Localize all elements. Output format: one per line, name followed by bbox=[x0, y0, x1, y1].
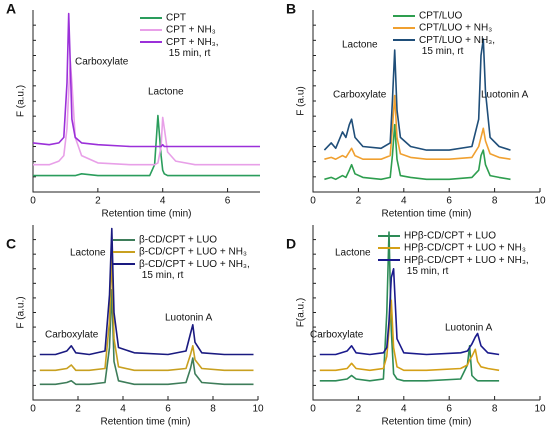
x-tick-label: 0 bbox=[30, 196, 36, 207]
panel-label: B bbox=[286, 1, 296, 17]
series-line bbox=[33, 114, 260, 177]
x-axis-label: Retention time (min) bbox=[381, 417, 471, 428]
panel-label: C bbox=[6, 236, 16, 252]
series-line bbox=[39, 227, 254, 356]
x-axis-label: Retention time (min) bbox=[101, 209, 191, 220]
x-tick-label: 2 bbox=[75, 404, 81, 415]
x-tick-label: 4 bbox=[401, 404, 407, 415]
x-tick-label: 2 bbox=[356, 404, 362, 415]
series-line bbox=[33, 60, 260, 166]
x-tick-label: 6 bbox=[446, 196, 452, 207]
y-axis-label: F (a.u) bbox=[296, 86, 307, 115]
x-tick-label: 8 bbox=[492, 404, 498, 415]
x-axis-label: Retention time (min) bbox=[100, 417, 190, 428]
x-tick-label: 6 bbox=[225, 196, 231, 207]
annotation: Lactone bbox=[70, 248, 106, 259]
series-line bbox=[324, 94, 511, 160]
x-tick-label: 6 bbox=[165, 404, 171, 415]
legend-label: CPT/LUO + NH₃, 15 min, rt bbox=[419, 35, 495, 57]
x-tick-label: 4 bbox=[160, 196, 166, 207]
x-tick-label: 10 bbox=[534, 196, 546, 207]
legend-label: β-CD/CPT + LUO + NH₃, 15 min, rt bbox=[139, 259, 250, 281]
legend-label: HPβ-CD/CPT + LUO bbox=[404, 231, 496, 242]
annotation: Luotonin A bbox=[165, 313, 213, 324]
annotation: Lactone bbox=[335, 248, 371, 259]
legend-label: CPT + NH₃, 15 min, rt bbox=[166, 37, 219, 59]
x-axis-label: Retention time (min) bbox=[381, 209, 471, 220]
annotation: Lactone bbox=[342, 40, 378, 51]
x-tick-label: 0 bbox=[310, 196, 316, 207]
x-tick-label: 6 bbox=[446, 404, 452, 415]
annotation: Carboxylate bbox=[45, 330, 99, 341]
x-tick-label: 0 bbox=[30, 404, 36, 415]
series-line bbox=[32, 12, 260, 148]
y-axis-label: F (a.u.) bbox=[16, 85, 27, 117]
panel-label: D bbox=[286, 236, 296, 252]
annotation: Luotonin A bbox=[445, 323, 493, 334]
x-tick-label: 8 bbox=[492, 196, 498, 207]
legend-label: CPT bbox=[166, 13, 186, 24]
legend-label: β-CD/CPT + LUO bbox=[139, 235, 217, 246]
legend-label: CPT + NH₃ bbox=[166, 25, 216, 36]
annotation: Carboxylate bbox=[333, 90, 387, 101]
series-line bbox=[39, 289, 254, 386]
series-line bbox=[319, 299, 500, 372]
legend-label: CPT/LUO bbox=[419, 11, 463, 22]
series-line bbox=[323, 38, 511, 151]
annotation: Lactone bbox=[148, 87, 184, 98]
series-line bbox=[319, 268, 500, 356]
x-tick-label: 10 bbox=[534, 404, 546, 415]
annotation: Carboxylate bbox=[75, 57, 129, 68]
annotation: Carboxylate bbox=[310, 330, 364, 341]
series-line bbox=[319, 231, 500, 382]
x-tick-label: 2 bbox=[356, 196, 362, 207]
y-axis-label: F(a.u.) bbox=[296, 298, 307, 327]
x-tick-label: 4 bbox=[120, 404, 126, 415]
y-axis-label: F (a.u.) bbox=[16, 296, 27, 328]
annotation: Luotonin A bbox=[481, 90, 529, 101]
legend-label: HPβ-CD/CPT + LUO + NH₃ bbox=[404, 243, 526, 254]
legend-label: CPT/LUO + NH₃ bbox=[419, 23, 492, 34]
x-tick-label: 8 bbox=[210, 404, 216, 415]
series-line bbox=[39, 254, 254, 372]
x-tick-label: 2 bbox=[95, 196, 101, 207]
legend-label: β-CD/CPT + LUO + NH₃ bbox=[139, 247, 247, 258]
x-tick-label: 10 bbox=[252, 404, 264, 415]
panel-label: A bbox=[6, 1, 16, 17]
legend-label: HPβ-CD/CPT + LUO + NH₃, 15 min, rt bbox=[404, 255, 529, 277]
x-tick-label: 0 bbox=[310, 404, 316, 415]
x-tick-label: 4 bbox=[401, 196, 407, 207]
series-line bbox=[324, 123, 511, 181]
